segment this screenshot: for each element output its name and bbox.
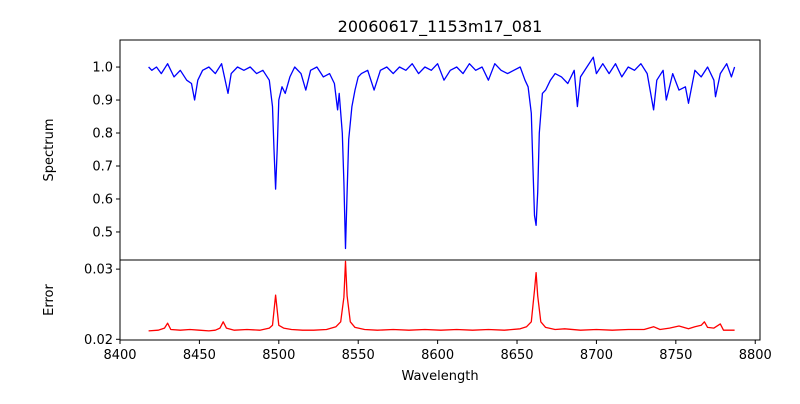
x-tick-label: 8450: [183, 348, 216, 363]
x-axis-label: Wavelength: [401, 369, 478, 384]
top-y-tick-label: 0.8: [92, 127, 113, 142]
chart-title: 20060617_1153m17_081: [338, 17, 543, 37]
top-y-tick-label: 0.7: [92, 159, 113, 174]
x-tick-label: 8800: [739, 348, 772, 363]
x-tick-label: 8750: [659, 348, 692, 363]
x-tick-label: 8600: [421, 348, 454, 363]
bottom-series-error-line: [148, 260, 735, 332]
x-tick-label: 8550: [342, 348, 375, 363]
x-tick-label: 8700: [580, 348, 613, 363]
top-y-tick-label: 0.5: [92, 225, 113, 240]
bottom-axes-frame: [119, 259, 761, 341]
top-series-spectrum-line: [148, 56, 736, 250]
x-tick-label: 8500: [262, 348, 295, 363]
bottom-y-axis-label: Error: [42, 284, 57, 316]
top-y-tick-label: 0.9: [92, 94, 113, 109]
bottom-y-tick-label: 0.02: [84, 333, 113, 348]
bottom-y-tick-label: 0.03: [84, 263, 113, 278]
top-y-axis-label: Spectrum: [42, 119, 57, 182]
x-tick-label: 8650: [500, 348, 533, 363]
top-y-tick-label: 1.0: [92, 61, 113, 76]
x-tick-label: 8400: [103, 348, 136, 363]
top-y-tick-label: 0.6: [92, 192, 113, 207]
